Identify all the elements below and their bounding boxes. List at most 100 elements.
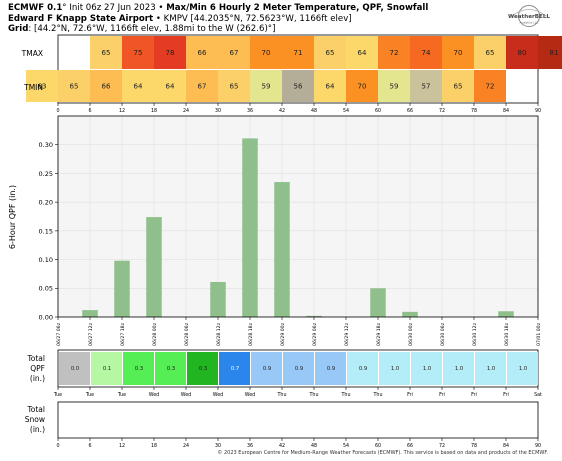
station-name: Edward F Knapp State Airport: [8, 13, 154, 24]
grid-label: Grid: [8, 24, 29, 34]
total-qpf-value: 0.3: [135, 366, 143, 372]
temp-x-tick-label: 0: [56, 108, 59, 114]
qpf-date-label: 06/29 18z: [376, 322, 382, 346]
qpf-bar: [114, 260, 130, 317]
qpf-y-tick-label: 0.30: [39, 141, 53, 149]
snow-x-tick-label: 12: [119, 443, 125, 449]
tmax-cell: [186, 36, 218, 69]
snow-x-tick-label: 78: [471, 443, 477, 449]
total-qpf-cell: [251, 352, 282, 385]
total-snow-panel: Total Snow (in.) 0 6 12 18 24 30 36 42 48 54 60 66 7…: [25, 401, 541, 449]
total-qpf-day-label: Wed: [213, 392, 223, 398]
temp-x-tick-label: 78: [471, 108, 477, 114]
tmax-value: 66: [198, 49, 207, 57]
tmax-value: 70: [262, 49, 271, 57]
title-model: ECMWF 0.1: [8, 3, 63, 13]
qpf-bar: [274, 182, 290, 317]
qpf-bar: [82, 310, 98, 317]
tmax-cell: [122, 36, 154, 69]
qpf-plot-area: [58, 116, 538, 317]
total-qpf-value: 0.1: [103, 366, 111, 372]
qpf-date-label: 06/30 12z: [472, 322, 478, 346]
total-qpf-day-label: Fri: [439, 392, 445, 398]
temp-x-tick-label: 48: [311, 108, 317, 114]
tmin-value: 65: [230, 83, 239, 91]
qpf-date-label: 06/29 12z: [344, 322, 350, 346]
tmin-value: 64: [326, 83, 335, 91]
total-snow-label-1: Total: [26, 405, 45, 414]
total-qpf-cell: [475, 352, 506, 385]
total-qpf-value: 1.0: [487, 366, 495, 372]
temp-x-tick-label: 36: [247, 108, 253, 114]
temp-x-tick-label: 18: [151, 108, 157, 114]
tmax-value: 75: [134, 49, 143, 57]
total-qpf-value: 0.7: [231, 366, 239, 372]
tmax-value: 74: [422, 49, 431, 57]
row-label-tmin: TMIN: [23, 83, 43, 92]
tmin-cell: [314, 70, 346, 102]
tmax-cell: [90, 36, 122, 69]
tmin-value: 64: [134, 83, 143, 91]
total-qpf-cell: [411, 352, 442, 385]
qpf-date-label: 07/01 00z: [536, 322, 542, 346]
total-qpf-value: 1.0: [423, 366, 431, 372]
total-qpf-label-1: Total: [26, 354, 45, 363]
tmax-cell: [282, 36, 314, 69]
qpf-y-ticks: 0.00 0.05 0.10 0.15 0.20 0.25 0.30: [39, 141, 58, 321]
total-qpf-value: 0.0: [71, 366, 79, 372]
tmax-cell: [442, 36, 474, 69]
tmin-cell: [442, 70, 474, 102]
tmin-value: 59: [390, 83, 399, 91]
temp-x-tick-label: 42: [279, 108, 285, 114]
total-qpf-cell: [59, 352, 90, 385]
tmax-cell: [154, 36, 186, 69]
tmin-value: 59: [262, 83, 271, 91]
tmin-cell: [26, 70, 58, 102]
qpf-y-tick-label: 0.05: [39, 285, 53, 293]
total-qpf-value: 1.0: [519, 366, 527, 372]
total-qpf-value: 0.9: [263, 366, 271, 372]
title-init: ° Init 06z 27 Jun 2023 •: [62, 3, 167, 13]
tmax-cell: [378, 36, 410, 69]
tmax-cell: [218, 36, 250, 69]
tmin-cell: [218, 70, 250, 102]
tmax-value: 65: [486, 49, 495, 57]
qpf-y-tick-label: 0.20: [39, 199, 53, 207]
total-qpf-cell: [91, 352, 122, 385]
qpf-date-label: 06/30 00z: [408, 322, 414, 346]
tmin-cell: [474, 70, 506, 102]
tmin-cell: [378, 70, 410, 102]
copyright-footer: © 2023 European Centre for Medium-Range …: [217, 450, 548, 456]
qpf-y-tick-label: 0.15: [39, 227, 53, 235]
total-qpf-day-label: Thu: [276, 392, 286, 398]
qpf-bar: [402, 311, 418, 317]
total-qpf-label-3: (in.): [30, 374, 45, 383]
snow-x-tick-label: 18: [151, 443, 157, 449]
total-qpf-value: 0.3: [167, 366, 175, 372]
title-line: ECMWF 0.1° Init 06z 27 Jun 2023 • Max/Mi…: [8, 3, 488, 14]
total-qpf-cells: 0.0 0.1 0.3 0.3 0.3 0.7 0.9 0.9 0.9 0.9 1.0 1.0 1.0 1…: [59, 352, 538, 385]
temp-x-tick-label: 66: [407, 108, 413, 114]
total-qpf-value: 1.0: [391, 366, 399, 372]
temp-x-tick-label: 12: [119, 108, 125, 114]
tmax-value: 67: [230, 49, 239, 57]
snow-x-tick-label: 6: [88, 443, 91, 449]
qpf-bar: [498, 311, 514, 317]
total-qpf-day-label: Wed: [149, 392, 159, 398]
qpf-date-label: 06/29 06z: [312, 322, 318, 346]
total-snow-label-2: Snow: [25, 415, 45, 424]
total-qpf-day-label: Fri: [407, 392, 413, 398]
tmax-value: 78: [166, 49, 175, 57]
logo-subtext: Analytics LLC: [520, 21, 539, 25]
qpf-date-label: 06/28 18z: [248, 322, 254, 346]
total-qpf-day-label: Fri: [503, 392, 509, 398]
total-qpf-day-labels: Tue Tue Tue Wed Wed Wed Wed Thu Thu Thu Thu Fri Fri F…: [53, 387, 542, 398]
row-label-tmax: TMAX: [21, 49, 43, 58]
snow-x-tick-label: 48: [311, 443, 317, 449]
total-qpf-day-label: Tue: [85, 392, 94, 398]
total-qpf-cell: [507, 352, 538, 385]
qpf-date-label: 06/27 06z: [56, 322, 62, 346]
total-qpf-day-label: Wed: [245, 392, 255, 398]
